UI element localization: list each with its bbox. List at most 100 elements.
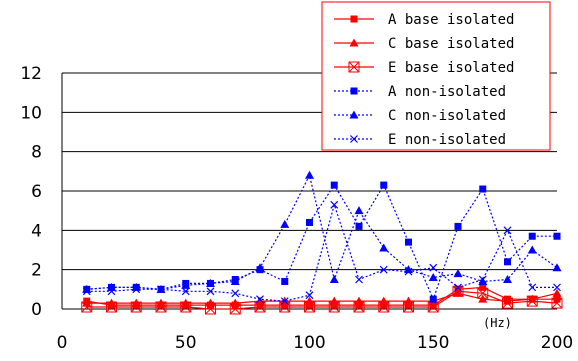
data-point <box>479 185 487 193</box>
data-point <box>349 38 359 47</box>
data-point <box>106 301 117 313</box>
legend-entry: A base isolated <box>334 12 514 28</box>
series-2 <box>81 285 563 315</box>
data-point <box>329 296 339 305</box>
data-point <box>404 296 413 305</box>
data-point <box>181 280 191 289</box>
data-point <box>504 258 511 266</box>
data-point <box>502 297 513 309</box>
data-point <box>131 282 141 291</box>
legend-entry: C non-isolated <box>334 108 506 124</box>
data-point <box>350 15 358 23</box>
legend-label: C base isolated <box>388 36 514 52</box>
data-point <box>230 276 240 285</box>
data-point <box>306 301 313 309</box>
data-point <box>330 301 338 309</box>
data-point <box>304 301 315 313</box>
data-point <box>454 283 462 292</box>
tick-labels: 0 2 4 6 8 10 12 0 50 100 150 200 <box>20 64 573 353</box>
series-line <box>86 183 557 301</box>
data-point <box>305 291 314 300</box>
legend: A base isolated C base isolated E base iso… <box>321 1 551 151</box>
series-line <box>86 286 557 306</box>
data-point <box>281 301 289 309</box>
legend-label: A non-isolated <box>388 84 506 100</box>
data-point <box>403 301 414 313</box>
data-point <box>526 295 538 307</box>
data-point <box>205 303 216 315</box>
x-tick-label: 100 <box>293 333 325 353</box>
x-tick-label: 0 <box>57 333 68 353</box>
data-point <box>254 301 266 313</box>
data-point <box>256 295 264 304</box>
data-point <box>379 296 389 305</box>
data-point <box>354 206 364 215</box>
data-point <box>503 226 512 235</box>
data-point <box>429 301 437 309</box>
data-point <box>350 135 358 143</box>
x-tick-label: 50 <box>175 333 197 353</box>
data-point <box>551 297 563 309</box>
data-point <box>405 301 412 309</box>
data-point <box>255 263 265 272</box>
data-point <box>379 243 389 252</box>
data-point <box>350 87 358 95</box>
data-point <box>453 269 463 278</box>
series-1 <box>82 288 562 307</box>
data-point <box>380 181 388 189</box>
data-point <box>306 218 313 226</box>
data-point <box>157 285 165 294</box>
data-point <box>380 301 388 309</box>
grid-lines <box>62 72 557 271</box>
data-point <box>81 301 93 313</box>
data-point <box>281 277 289 285</box>
series-3 <box>83 181 561 303</box>
legend-label: E base isolated <box>388 60 514 76</box>
data-point <box>479 283 487 291</box>
data-point <box>552 263 562 272</box>
data-point <box>378 301 390 313</box>
series-5 <box>82 200 561 306</box>
legend-label: C non-isolated <box>388 108 506 124</box>
data-point <box>528 232 536 240</box>
data-point <box>231 289 240 298</box>
data-point <box>280 297 289 306</box>
data-point <box>329 275 339 283</box>
data-point <box>478 275 487 284</box>
data-point <box>180 301 192 313</box>
data-point <box>206 298 215 307</box>
series-line <box>86 173 558 290</box>
data-point <box>453 288 463 297</box>
data-point <box>553 232 561 240</box>
series-line <box>86 290 558 310</box>
data-point <box>354 296 364 305</box>
y-tick-label: 6 <box>31 182 42 202</box>
data-point <box>405 238 412 246</box>
data-point <box>348 61 360 73</box>
data-point <box>355 275 363 284</box>
y-tick-label: 8 <box>31 143 42 163</box>
data-point <box>429 295 437 303</box>
data-point <box>206 287 215 296</box>
series-lines <box>81 170 563 315</box>
data-point <box>404 267 413 276</box>
data-point <box>528 283 537 292</box>
data-point <box>503 275 512 283</box>
x-tick-label: 200 <box>541 333 573 353</box>
data-point <box>330 200 339 209</box>
data-point <box>330 181 338 189</box>
y-tick-label: 2 <box>31 261 42 281</box>
data-point <box>82 287 91 296</box>
data-point <box>379 265 388 274</box>
data-point <box>256 301 264 309</box>
legend-box <box>321 1 551 151</box>
data-point <box>255 296 265 305</box>
data-point <box>429 263 438 272</box>
legend-entry: C base isolated <box>334 36 514 52</box>
series-line <box>86 202 557 302</box>
data-point <box>82 284 92 293</box>
data-point <box>206 278 215 287</box>
data-point <box>305 170 314 179</box>
y-tick-label: 4 <box>31 221 42 241</box>
